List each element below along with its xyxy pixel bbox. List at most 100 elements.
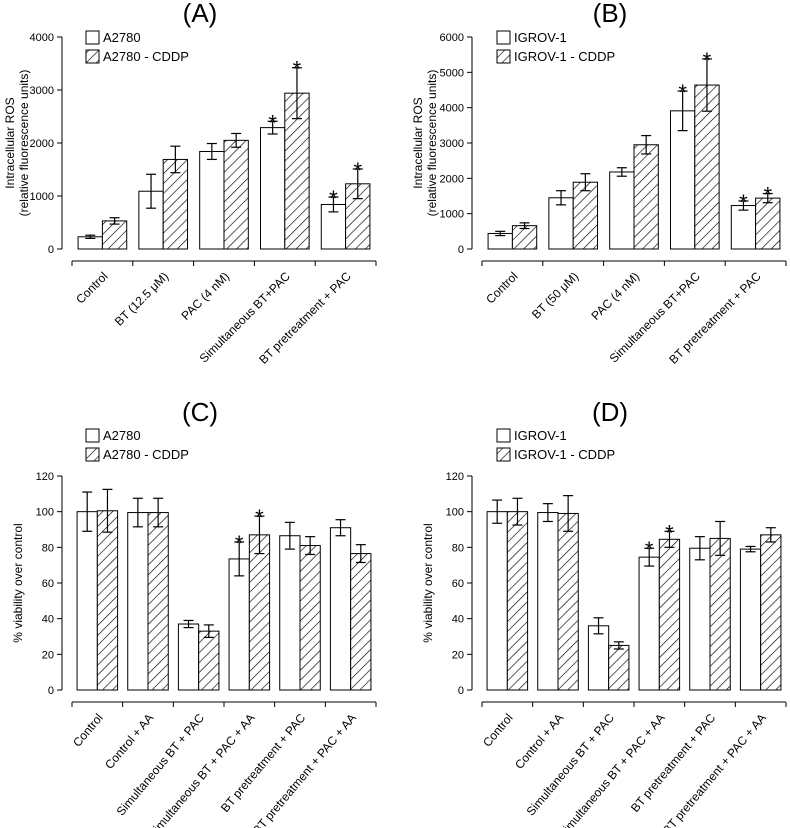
bar — [633, 144, 659, 250]
y-tick-label: 20 — [452, 649, 464, 661]
chart-panel: (C) 0 20 40 60 80 100 120 % viability over contr… — [11, 397, 377, 828]
significance-marker: * — [235, 531, 244, 556]
bar — [587, 625, 610, 691]
bar — [96, 510, 119, 691]
y-tick-label: 0 — [48, 244, 54, 256]
bar — [730, 205, 757, 250]
bar — [694, 84, 720, 250]
panel-title: (C) — [182, 397, 218, 427]
significance-marker: * — [353, 158, 362, 183]
bar — [228, 558, 250, 691]
x-category-label: BT pretreatment + PAC — [628, 711, 719, 815]
legend-swatch — [85, 49, 100, 64]
y-tick-label: 80 — [42, 542, 54, 554]
y-tick-label: 120 — [36, 471, 54, 483]
legend-label: A2780 — [103, 30, 141, 45]
legend-label: A2780 - CDDP — [103, 49, 189, 64]
bar — [279, 535, 301, 691]
bar — [486, 511, 508, 691]
y-tick-label: 100 — [36, 507, 54, 519]
legend-swatch — [496, 49, 511, 64]
x-category-label: Control — [70, 711, 106, 750]
y-tick-label: 4000 — [440, 103, 464, 115]
chart-panel: (A) 0 1000 2000 3000 4000 Intracellular ROS(re… — [3, 0, 377, 367]
panel-title: (B) — [593, 0, 628, 28]
panel-title: (D) — [592, 397, 628, 427]
y-axis-label: Intracellular ROS(relative fluorescence … — [3, 70, 31, 217]
legend-swatch — [496, 30, 511, 45]
y-axis-label: % viability over control — [11, 523, 25, 642]
legend-swatch — [85, 447, 100, 462]
bar — [101, 220, 128, 250]
significance-marker: * — [763, 183, 772, 208]
legend-swatch — [496, 428, 511, 443]
significance-marker: * — [293, 57, 302, 82]
legend-label: A2780 — [103, 428, 141, 443]
bar — [658, 538, 681, 691]
y-tick-label: 40 — [452, 614, 464, 626]
legend-swatch — [496, 447, 511, 462]
bar — [609, 171, 635, 250]
chart-panel: (D) 0 20 40 60 80 100 120 % viability over contr… — [421, 397, 787, 828]
significance-marker: * — [255, 505, 264, 530]
x-category-label: PAC (4 nM) — [589, 269, 643, 323]
legend-label: IGROV-1 - CDDP — [514, 447, 615, 462]
y-tick-label: 60 — [452, 578, 464, 590]
bar — [162, 158, 189, 250]
x-category-label: Simultaneous BT + PAC — [524, 711, 618, 819]
bar — [259, 127, 286, 250]
y-tick-label: 0 — [458, 244, 464, 256]
bar — [557, 512, 579, 691]
bar — [511, 225, 538, 250]
bar — [537, 512, 559, 691]
y-tick-label: 0 — [458, 685, 464, 697]
bar — [76, 511, 98, 691]
significance-marker: * — [739, 190, 748, 215]
bar — [223, 139, 249, 250]
y-tick-label: 40 — [42, 614, 54, 626]
significance-marker: * — [645, 537, 654, 562]
y-axis-label: Intracellular ROS(relative fluorescence … — [411, 70, 439, 217]
y-tick-label: 3000 — [30, 85, 54, 97]
y-tick-label: 100 — [446, 507, 464, 519]
bar — [350, 553, 372, 691]
legend-swatch — [85, 30, 100, 45]
y-tick-label: 1000 — [440, 209, 464, 221]
bar — [548, 197, 574, 250]
bar — [689, 547, 711, 691]
y-tick-label: 2000 — [440, 173, 464, 185]
x-category-label: Control — [480, 711, 516, 750]
x-category-label: Control + AA — [102, 711, 156, 772]
y-tick-label: 5000 — [440, 67, 464, 79]
y-tick-label: 1000 — [30, 191, 54, 203]
y-tick-label: 60 — [42, 578, 54, 590]
y-axis-label: % viability over control — [421, 523, 435, 642]
significance-marker: * — [678, 80, 687, 105]
y-tick-label: 6000 — [440, 32, 464, 44]
panel-title: (A) — [183, 0, 218, 28]
bar — [709, 537, 731, 691]
x-category-label: Control — [483, 269, 520, 306]
x-category-label: BT (12.5 μM) — [112, 269, 171, 328]
bar — [506, 511, 529, 691]
x-category-label: Control + AA — [512, 711, 566, 772]
bar — [638, 556, 660, 691]
y-tick-label: 2000 — [30, 138, 54, 150]
bar — [608, 644, 630, 691]
x-category-label: BT (50 μM) — [529, 269, 581, 321]
bar — [299, 545, 321, 691]
significance-marker: * — [329, 186, 338, 211]
y-tick-label: 3000 — [440, 138, 464, 150]
bar — [147, 512, 169, 691]
significance-marker: * — [268, 110, 277, 135]
bar — [755, 197, 781, 250]
legend-label: IGROV-1 - CDDP — [514, 49, 615, 64]
bar — [198, 630, 220, 691]
x-category-label: BT pretreatment + PAC — [218, 711, 309, 815]
legend-swatch — [85, 428, 100, 443]
bar — [572, 181, 599, 250]
y-tick-label: 120 — [446, 471, 464, 483]
significance-marker: * — [665, 520, 674, 545]
bar — [669, 110, 696, 250]
legend-label: IGROV-1 — [514, 30, 567, 45]
